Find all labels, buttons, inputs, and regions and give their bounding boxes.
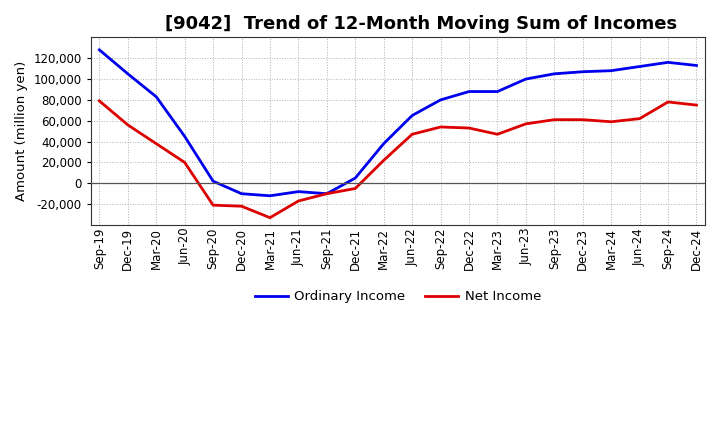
Net Income bbox=[379, 158, 388, 163]
Text: [9042]  Trend of 12-Month Moving Sum of Incomes: [9042] Trend of 12-Month Moving Sum of I… bbox=[165, 15, 677, 33]
Ordinary Income bbox=[180, 134, 189, 139]
Net Income bbox=[209, 202, 217, 208]
Net Income bbox=[607, 119, 616, 125]
Net Income bbox=[266, 215, 274, 220]
Ordinary Income bbox=[521, 77, 530, 82]
Net Income bbox=[180, 160, 189, 165]
Net Income bbox=[408, 132, 416, 137]
Ordinary Income bbox=[152, 94, 161, 99]
Net Income bbox=[464, 125, 473, 131]
Ordinary Income bbox=[436, 97, 445, 103]
Ordinary Income bbox=[692, 63, 701, 68]
Net Income bbox=[294, 198, 302, 204]
Ordinary Income bbox=[493, 89, 502, 94]
Ordinary Income bbox=[209, 179, 217, 184]
Net Income bbox=[95, 98, 104, 103]
Ordinary Income bbox=[379, 141, 388, 147]
Ordinary Income bbox=[408, 113, 416, 118]
Ordinary Income bbox=[95, 47, 104, 52]
Ordinary Income bbox=[237, 191, 246, 196]
Net Income bbox=[152, 141, 161, 147]
Ordinary Income bbox=[464, 89, 473, 94]
Net Income bbox=[237, 204, 246, 209]
Net Income bbox=[664, 99, 672, 105]
Ordinary Income bbox=[123, 71, 132, 77]
Y-axis label: Amount (million yen): Amount (million yen) bbox=[15, 61, 28, 201]
Ordinary Income bbox=[664, 60, 672, 65]
Legend: Ordinary Income, Net Income: Ordinary Income, Net Income bbox=[249, 285, 546, 308]
Net Income bbox=[521, 121, 530, 126]
Ordinary Income bbox=[323, 191, 331, 196]
Net Income bbox=[323, 191, 331, 196]
Net Income bbox=[550, 117, 559, 122]
Ordinary Income bbox=[550, 71, 559, 77]
Net Income bbox=[635, 116, 644, 121]
Net Income bbox=[351, 186, 359, 191]
Line: Ordinary Income: Ordinary Income bbox=[99, 50, 696, 196]
Net Income bbox=[123, 122, 132, 128]
Net Income bbox=[692, 103, 701, 108]
Line: Net Income: Net Income bbox=[99, 101, 696, 218]
Ordinary Income bbox=[607, 68, 616, 73]
Ordinary Income bbox=[578, 69, 587, 74]
Net Income bbox=[578, 117, 587, 122]
Ordinary Income bbox=[635, 64, 644, 69]
Ordinary Income bbox=[294, 189, 302, 194]
Ordinary Income bbox=[266, 193, 274, 198]
Net Income bbox=[436, 125, 445, 130]
Ordinary Income bbox=[351, 176, 359, 181]
Net Income bbox=[493, 132, 502, 137]
